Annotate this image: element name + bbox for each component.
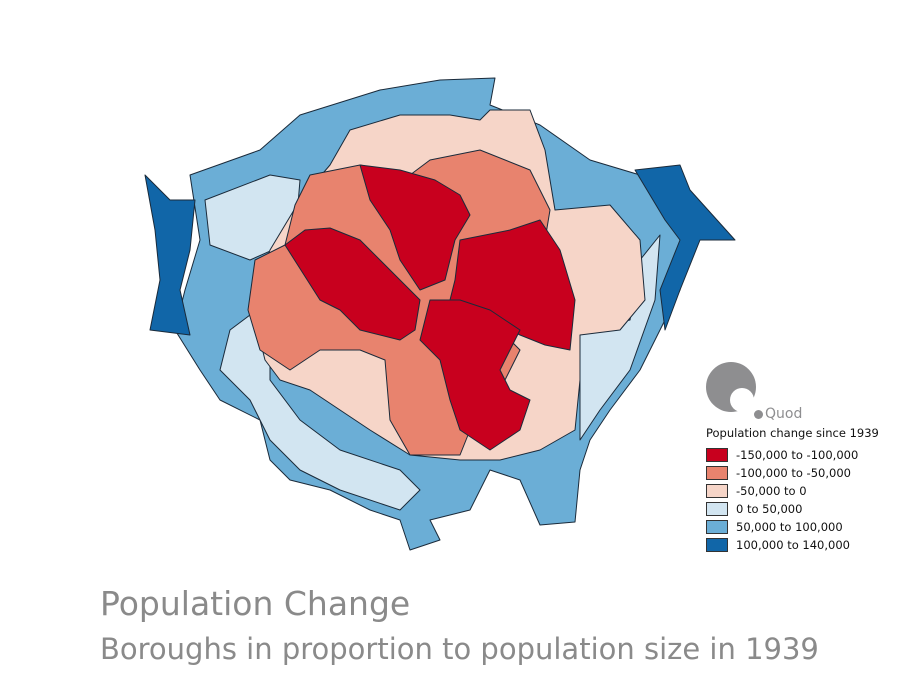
borough-west-dark [144, 174, 196, 336]
legend-label: 100,000 to 140,000 [736, 538, 850, 552]
legend-item: 0 to 50,000 [706, 500, 896, 518]
page-subtitle: Boroughs in proportion to population siz… [100, 632, 819, 666]
legend-swatch [706, 448, 728, 462]
legend-title: Population change since 1939 [706, 426, 879, 440]
quod-logo: Quod [706, 362, 816, 424]
legend-label: -100,000 to -50,000 [736, 466, 851, 480]
legend-swatch [706, 484, 728, 498]
legend-item: 50,000 to 100,000 [706, 518, 896, 536]
legend-item: -100,000 to -50,000 [706, 464, 896, 482]
legend-label: 50,000 to 100,000 [736, 520, 843, 534]
legend-item: -50,000 to 0 [706, 482, 896, 500]
legend-label: -50,000 to 0 [736, 484, 807, 498]
legend-item: -150,000 to -100,000 [706, 446, 896, 464]
legend-swatch [706, 466, 728, 480]
legend: Quod Population change since 1939 -150,0… [706, 362, 896, 554]
borough-east-dark [634, 164, 736, 331]
page-title: Population Change [100, 584, 411, 623]
borough-red-south [419, 299, 531, 451]
legend-swatch [706, 538, 728, 552]
legend-swatch [706, 502, 728, 516]
borough-red-north [359, 164, 471, 291]
legend-item: 100,000 to 140,000 [706, 536, 896, 554]
legend-label: -150,000 to -100,000 [736, 448, 859, 462]
borough-red-west [284, 227, 421, 341]
legend-label: 0 to 50,000 [736, 502, 803, 516]
legend-swatch [706, 520, 728, 534]
